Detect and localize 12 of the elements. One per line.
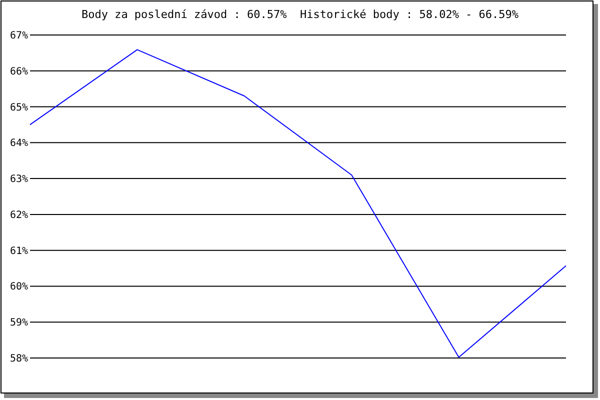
y-tick-label: 66% [10,66,28,78]
y-tick-label: 63% [10,174,28,186]
y-tick-label: 59% [10,318,28,329]
y-tick-label: 61% [10,246,28,257]
line-series [30,49,566,358]
y-tick-label: 62% [10,210,28,221]
y-tick-label: 65% [10,102,28,114]
y-tick-label: 60% [10,282,28,293]
chart-title: Body za poslední závod : 60.57% Historické body : 58.02% - 66.59% [81,8,519,21]
y-tick-label: 67% [10,30,28,42]
y-tick-label: 64% [10,138,28,150]
y-tick-label: 58% [10,354,28,364]
